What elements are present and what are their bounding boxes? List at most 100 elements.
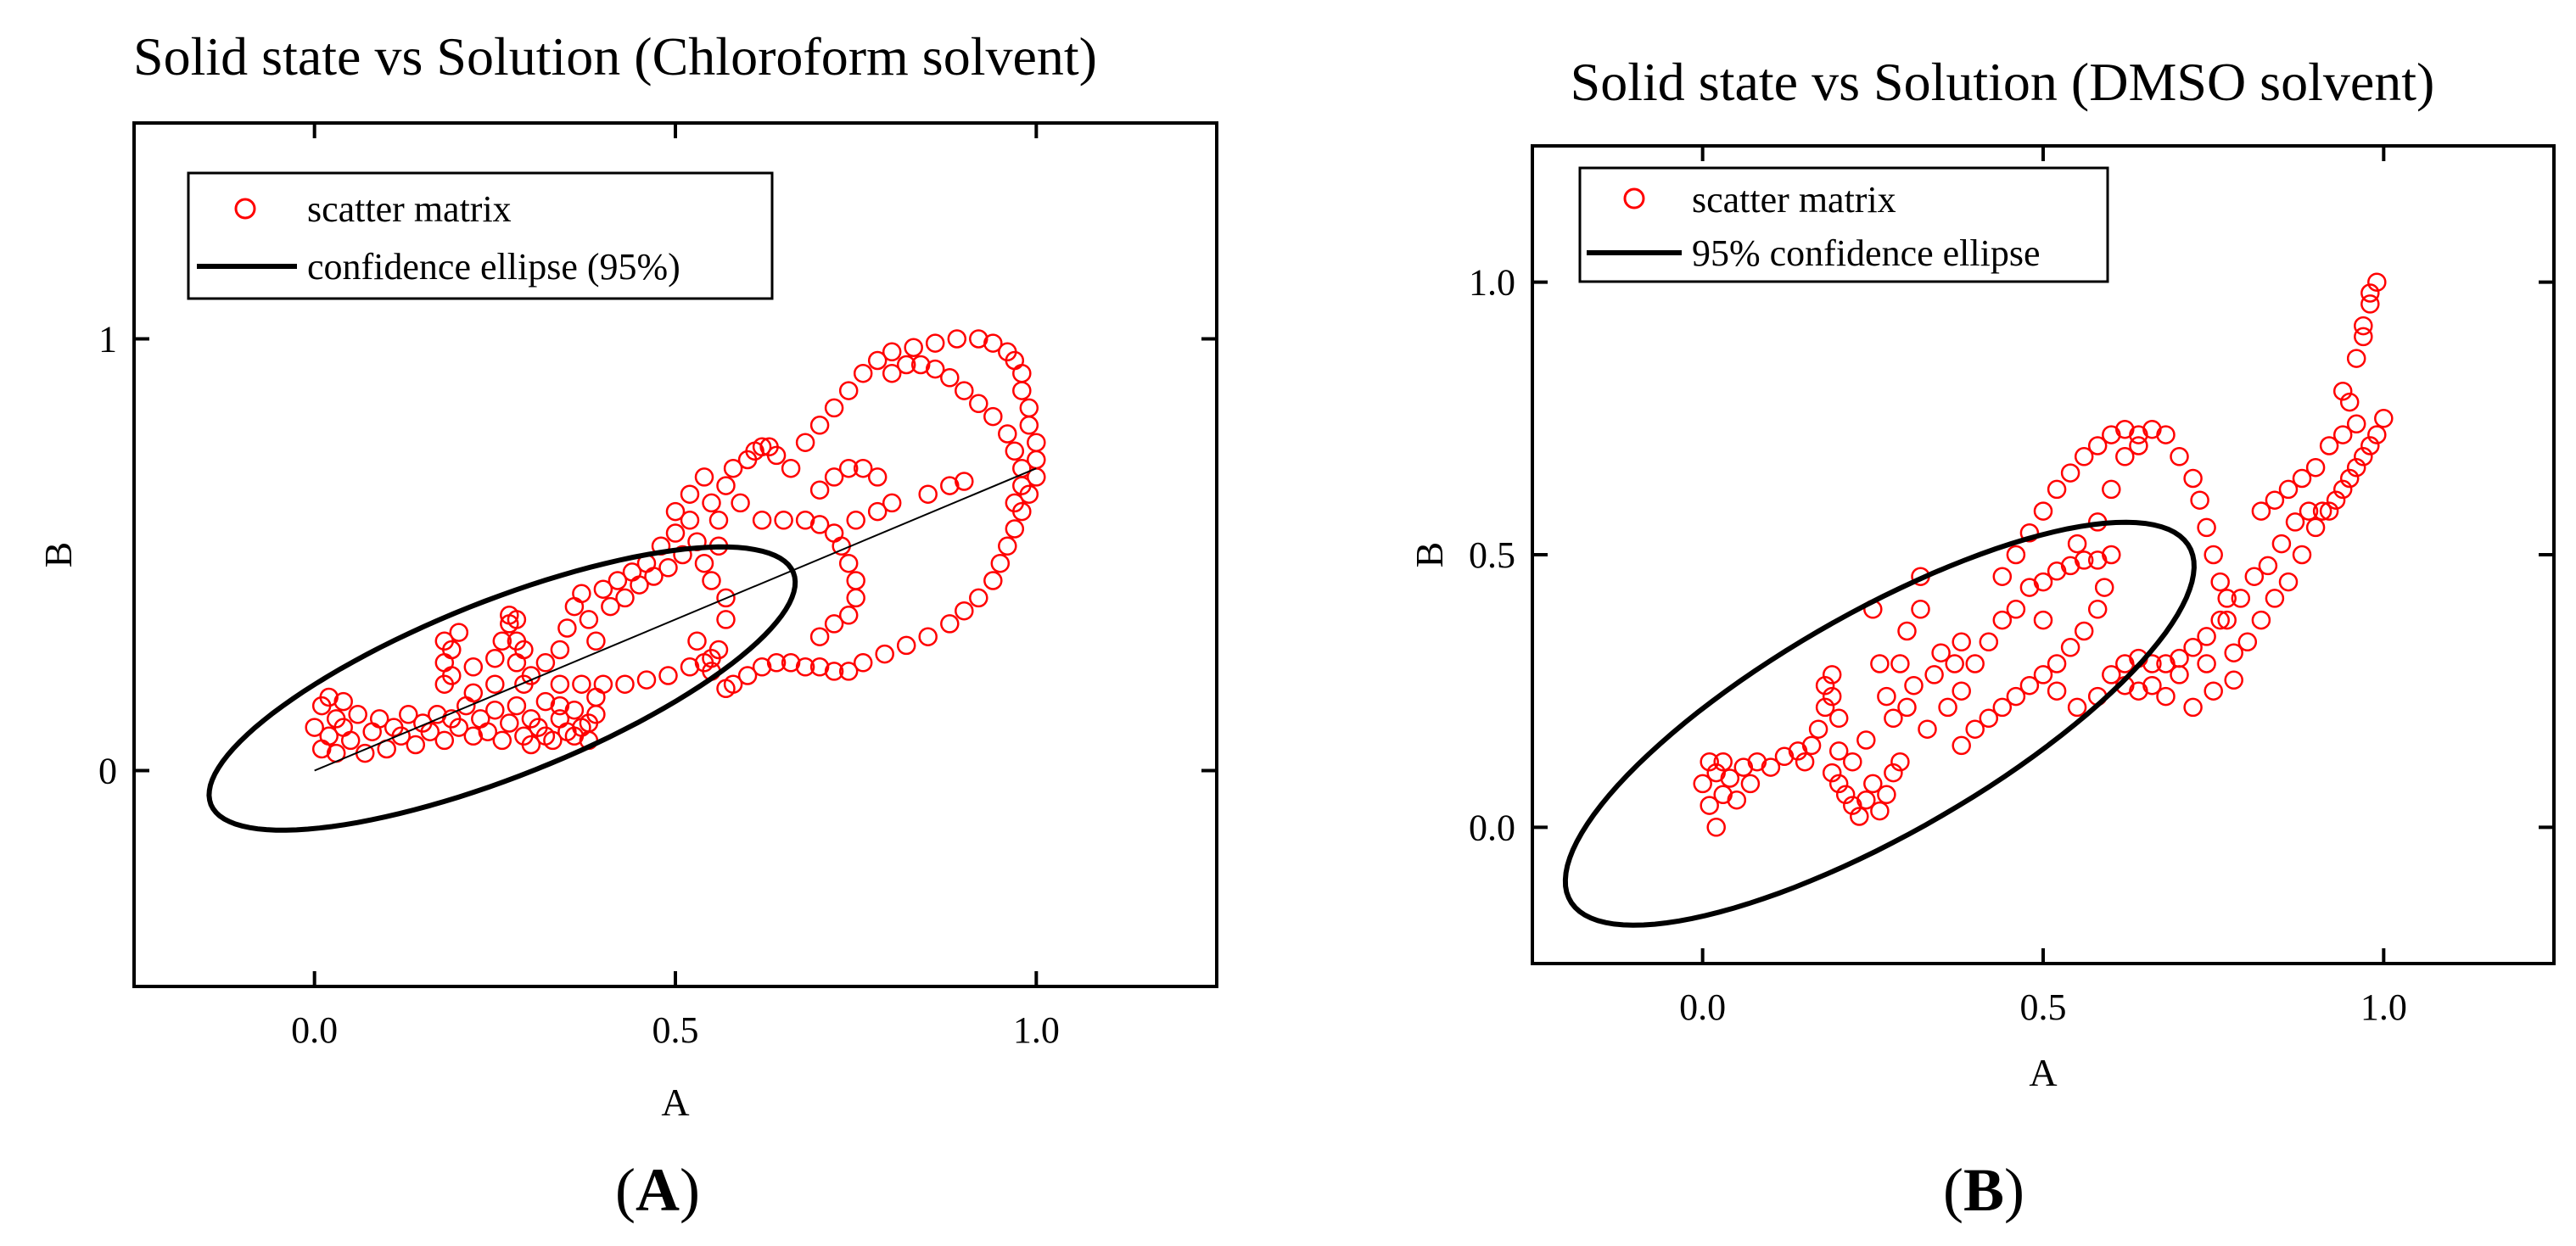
scatter-point: [867, 350, 888, 371]
scatter-point: [2102, 545, 2121, 565]
scatter-point: [406, 735, 426, 755]
scatter-point: [492, 631, 512, 651]
fit-line: [314, 467, 1037, 772]
scatter-point: [875, 644, 894, 664]
scatter-point: [305, 718, 324, 737]
scatter-point: [2197, 517, 2216, 538]
scatter-point: [1012, 363, 1032, 383]
scatter-point: [867, 501, 888, 522]
scatter-point: [535, 691, 556, 712]
scatter-point: [1992, 610, 2013, 630]
scatter-point: [514, 640, 534, 660]
scatter-point: [449, 718, 469, 737]
scatter-point: [1877, 686, 1896, 707]
scatter-point: [644, 567, 664, 586]
scatter-point: [774, 511, 793, 530]
scatter-point: [824, 398, 844, 418]
scatter-point: [1952, 632, 1971, 652]
scatter-point: [2156, 686, 2176, 707]
scatter-point: [658, 666, 678, 685]
scatter-point: [2204, 545, 2223, 565]
scatter-point: [2265, 490, 2285, 510]
legend-marker-icon: [234, 198, 256, 220]
scatter-point: [601, 596, 620, 617]
scatter-point: [680, 511, 700, 530]
scatter-point: [2033, 501, 2053, 521]
scatter-point: [983, 571, 1003, 590]
scatter-point: [846, 571, 865, 590]
scatter-point: [853, 363, 873, 383]
scatter-point: [1856, 790, 1876, 810]
scatter-point: [824, 662, 844, 681]
scatter-point: [687, 631, 707, 651]
scatter-point: [1890, 752, 1910, 772]
scatter-point: [2047, 654, 2067, 673]
scatter-point: [1005, 519, 1025, 539]
scatter-point: [2156, 654, 2176, 673]
scatter-point: [940, 614, 960, 634]
scatter-point: [564, 726, 585, 746]
scatter-point: [1931, 643, 1951, 662]
scatter-point: [442, 640, 462, 660]
scatter-point: [572, 584, 591, 604]
scatter-point: [485, 674, 505, 694]
scatter-point: [680, 484, 700, 504]
scatter-point: [362, 722, 382, 741]
scatter-point: [2156, 425, 2176, 444]
scatter-point: [1870, 801, 1890, 821]
scatter-point: [1918, 719, 1937, 739]
scatter-point: [2271, 534, 2292, 554]
scatter-point: [1904, 675, 1924, 696]
scatter-point: [1019, 416, 1039, 435]
scatter-point: [1822, 665, 1842, 684]
scatter-point: [1952, 681, 1971, 701]
legend-label-ellipse: 95% confidence ellipse: [1692, 232, 2041, 274]
scatter-point: [665, 501, 686, 522]
scatter-point: [434, 653, 455, 673]
scatter-point: [535, 726, 556, 746]
scatter-point: [2170, 665, 2189, 684]
scatter-point: [1979, 632, 1999, 652]
scatter-point: [507, 653, 527, 673]
scatter-point: [485, 648, 505, 668]
scatter-point: [2217, 589, 2237, 608]
scatter-point: [2265, 589, 2285, 608]
scatter-point: [1938, 697, 1957, 718]
x-tick-label: 1.0: [1013, 1009, 1060, 1051]
scatter-point: [2033, 665, 2053, 684]
legend-label-scatter: scatter matrix: [307, 188, 512, 230]
scatter-point: [1828, 741, 1849, 761]
scatter-point: [586, 687, 606, 707]
scatter-point: [2047, 681, 2067, 701]
scatter-point: [2019, 523, 2040, 543]
scatter-point: [2087, 436, 2108, 455]
scatter-point: [723, 674, 743, 694]
x-axis-ticks: 0.0 0.5 1.0: [1679, 146, 2407, 1028]
scatter-point: [940, 476, 960, 495]
scatter-point: [918, 484, 938, 504]
scatter-point: [1822, 763, 1842, 783]
scatter-point: [521, 735, 541, 755]
scatter-point: [1815, 675, 1835, 696]
scatter-point: [492, 730, 512, 751]
scatter-point: [1700, 796, 1719, 815]
scatter-point: [1835, 785, 1856, 805]
scatter-point: [1992, 567, 2013, 586]
scatter-point: [1897, 697, 1917, 718]
scatter-point: [809, 416, 830, 435]
scatter-point: [1843, 752, 1862, 772]
scatter-point: [535, 653, 556, 673]
scatter-markers: [305, 329, 1046, 763]
scatter-point: [2033, 610, 2053, 630]
scatter-point: [463, 657, 484, 677]
scatter-point: [716, 610, 736, 629]
scatter-point: [593, 579, 613, 599]
y-axis-label: B: [36, 542, 80, 568]
scatter-point: [572, 674, 591, 694]
scatter-point: [665, 523, 686, 543]
scatter-point: [882, 493, 902, 513]
scatter-point: [608, 571, 628, 590]
scatter-point: [615, 674, 635, 694]
scatter-point: [2060, 463, 2080, 483]
scatter-point: [2224, 670, 2243, 690]
